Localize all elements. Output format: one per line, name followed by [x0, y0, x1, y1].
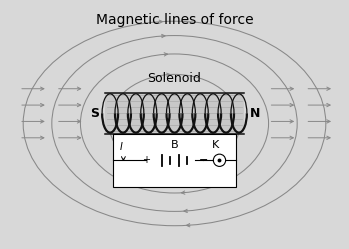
Text: K: K [212, 140, 219, 150]
Text: +: + [142, 155, 150, 165]
Text: $I$: $I$ [119, 140, 124, 152]
Text: N: N [250, 107, 261, 120]
Text: −: − [199, 155, 208, 165]
Text: Magnetic lines of force: Magnetic lines of force [96, 13, 253, 27]
Text: Solenoid: Solenoid [148, 72, 201, 85]
Text: S: S [90, 107, 99, 120]
Bar [105, 93, 244, 134]
Bar [113, 134, 236, 187]
Text: B: B [171, 140, 178, 150]
